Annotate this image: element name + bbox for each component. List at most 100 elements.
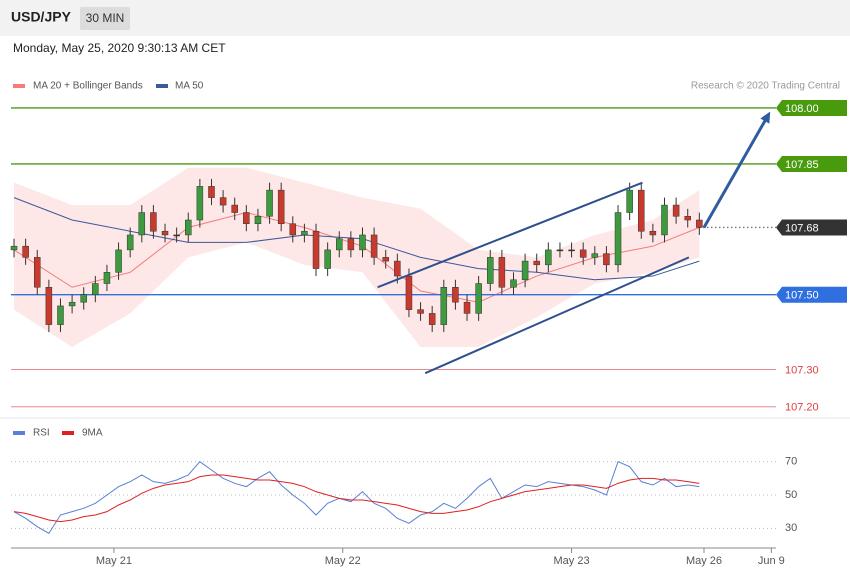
candle-body <box>359 234 366 251</box>
x-tick-label: May 22 <box>325 555 361 567</box>
symbol: USD/JPY <box>11 9 72 25</box>
candle-body <box>150 212 157 232</box>
x-tick-label: May 21 <box>96 555 132 567</box>
candle-body <box>533 260 540 266</box>
candle-body <box>219 197 227 206</box>
candle-body <box>440 287 448 325</box>
interval[interactable]: 30 MIN <box>86 11 125 25</box>
candle-body <box>684 216 691 221</box>
candle-body <box>382 257 389 262</box>
x-tick-label: May 23 <box>554 555 590 567</box>
candle-body <box>45 287 53 325</box>
candle-body <box>22 245 29 258</box>
legend-label: RSI <box>33 428 50 439</box>
level-label: 107.20 <box>785 402 819 414</box>
candle-body <box>301 230 308 236</box>
candle-body <box>568 249 575 252</box>
candle-body <box>324 249 331 269</box>
candle-body <box>68 301 76 307</box>
candle-body <box>661 204 668 236</box>
level-tag <box>776 219 847 236</box>
candle-body <box>603 253 610 266</box>
candle-body <box>556 249 564 252</box>
level-label: 107.50 <box>785 290 819 302</box>
arrow-head <box>760 111 771 124</box>
legend-swatch <box>13 431 25 435</box>
candle-body <box>649 230 657 236</box>
x-tick-label: Jun 9 <box>758 555 785 567</box>
level-label: 107.68 <box>785 222 819 234</box>
candle-body <box>231 204 238 213</box>
credit: Research © 2020 Trading Central <box>691 81 840 92</box>
candle-body <box>289 223 297 236</box>
legend-swatch <box>13 84 25 88</box>
candle-body <box>208 186 215 198</box>
trendline <box>424 256 690 375</box>
candle-body <box>487 257 494 284</box>
candle-body <box>115 249 122 273</box>
candle-body <box>243 212 250 224</box>
x-tick-label: May 26 <box>686 555 722 567</box>
level-label: 108.00 <box>785 103 819 115</box>
candle-body <box>185 219 192 236</box>
trendline <box>377 181 643 289</box>
candle-body <box>394 260 401 277</box>
candle-body <box>614 212 622 266</box>
legend-label: MA 50 <box>175 81 204 92</box>
candle-body <box>417 309 424 314</box>
legend-swatch <box>156 84 168 88</box>
level-tag <box>776 99 847 116</box>
y-tick-label: 70 <box>785 456 797 468</box>
level-label: 107.85 <box>785 159 819 171</box>
candle-body <box>638 189 645 232</box>
candle-body <box>10 245 18 251</box>
candle-body <box>103 272 111 284</box>
candle-body <box>336 238 343 251</box>
candle-body <box>463 301 471 314</box>
forecast-arrow <box>702 117 768 229</box>
candle-body <box>312 230 320 269</box>
y-tick-label: 50 <box>785 489 797 501</box>
candle-body <box>696 219 703 228</box>
bollinger-band <box>14 167 700 348</box>
candle-body <box>626 189 633 213</box>
candle-body <box>347 238 355 251</box>
header-bar <box>0 0 850 36</box>
series-line <box>13 460 700 535</box>
series-line <box>13 474 700 523</box>
timestamp: Monday, May 25, 2020 9:30:13 AM CET <box>13 41 226 55</box>
interval-badge[interactable] <box>80 7 130 30</box>
candle-body <box>498 257 506 288</box>
candle-body <box>277 189 285 224</box>
candle-body <box>80 294 87 303</box>
candle-body <box>92 283 99 295</box>
candle-body <box>452 287 459 303</box>
candle-body <box>370 234 378 258</box>
candle-body <box>672 204 680 217</box>
candle-body <box>126 234 134 251</box>
candle-body <box>196 186 204 221</box>
candle-body <box>475 283 482 314</box>
candle-body <box>173 234 180 237</box>
candle-body <box>521 260 529 281</box>
legend-label: MA 20 + Bollinger Bands <box>33 81 143 92</box>
legend-swatch <box>62 431 74 435</box>
candle-body <box>138 212 146 236</box>
level-label: 107.30 <box>785 364 819 376</box>
candle-body <box>405 275 413 310</box>
candle-body <box>545 249 552 266</box>
level-tag <box>776 155 847 172</box>
candle-body <box>510 279 517 288</box>
candle-body <box>266 189 273 217</box>
candle-body <box>254 216 262 224</box>
candle-body <box>34 257 41 288</box>
candle-body <box>428 313 436 325</box>
candle-body <box>591 253 599 258</box>
legend-label: 9MA <box>82 428 103 439</box>
candle-body <box>579 249 587 258</box>
level-tag <box>776 286 847 303</box>
y-tick-label: 30 <box>785 522 797 534</box>
candle-body <box>57 305 64 325</box>
candle-body <box>161 230 169 236</box>
